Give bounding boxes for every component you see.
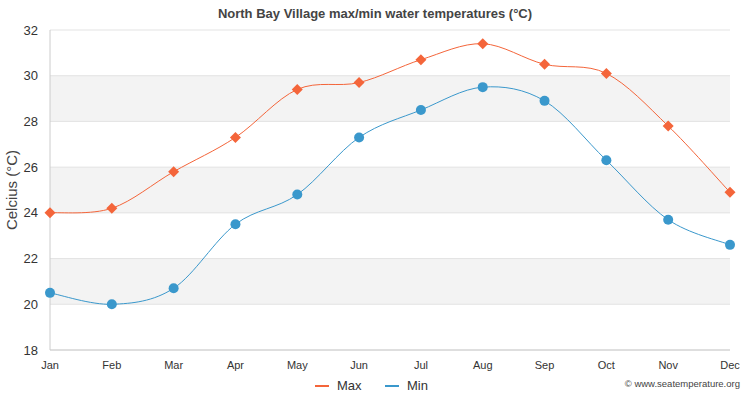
- x-tick-label: Apr: [227, 359, 244, 371]
- grid-band: [50, 76, 730, 122]
- x-tick-label: Sep: [535, 359, 555, 371]
- point-marker: [107, 299, 117, 309]
- x-tick-label: Jan: [41, 359, 59, 371]
- point-marker: [477, 38, 488, 49]
- legend-swatch: [385, 385, 399, 387]
- y-tick-label: 26: [24, 160, 38, 175]
- point-marker: [539, 59, 550, 70]
- plot-group: [45, 38, 736, 309]
- point-marker: [230, 219, 240, 229]
- y-axis-line: [50, 30, 51, 350]
- legend-label: Min: [407, 378, 428, 393]
- grid-band: [50, 259, 730, 305]
- point-marker: [354, 77, 365, 88]
- point-marker: [292, 84, 303, 95]
- grid-band: [50, 167, 730, 213]
- x-tick-label: Mar: [164, 359, 183, 371]
- source-note: © www.seatemperature.org: [625, 378, 740, 389]
- x-tick-label: Oct: [598, 359, 615, 371]
- y-axis-label: Celcius (°C): [3, 150, 20, 230]
- point-marker: [663, 121, 674, 132]
- point-marker: [354, 132, 364, 142]
- legend: Max Min: [315, 378, 428, 393]
- x-tick-label: Aug: [473, 359, 493, 371]
- point-marker: [168, 166, 179, 177]
- chart-svg: 18 20 22 24 26 28 30 32 Jan Feb Mar Apr May Jun Jul Aug…: [0, 0, 750, 400]
- chart-container: 18 20 22 24 26 28 30 32 Jan Feb Mar Apr May Jun Jul Aug…: [0, 0, 750, 400]
- y-tick-label: 18: [24, 343, 38, 358]
- point-marker: [601, 68, 612, 79]
- y-tick-label: 32: [24, 23, 38, 38]
- grid-line: [50, 212, 730, 213]
- point-marker: [540, 96, 550, 106]
- grid-line: [50, 30, 730, 31]
- y-tick-label: 24: [24, 205, 38, 220]
- point-marker: [45, 288, 55, 298]
- point-marker: [725, 187, 736, 198]
- point-marker: [230, 132, 241, 143]
- point-marker: [415, 54, 426, 65]
- point-marker: [416, 105, 426, 115]
- grid-line: [50, 350, 730, 351]
- series-line: [50, 87, 730, 305]
- x-tick-label: May: [287, 359, 308, 371]
- point-marker: [45, 207, 56, 218]
- x-tick-label: Feb: [102, 359, 121, 371]
- chart-title: North Bay Village max/min water temperat…: [218, 6, 532, 21]
- x-tick-label: Jul: [414, 359, 428, 371]
- point-marker: [169, 283, 179, 293]
- y-tick-label: 22: [24, 251, 38, 266]
- point-marker: [478, 82, 488, 92]
- grid-line: [50, 167, 730, 168]
- x-tick-label: Dec: [720, 359, 740, 371]
- legend-swatch: [315, 385, 329, 387]
- y-tick-label: 30: [24, 68, 38, 83]
- x-axis-line: [50, 350, 730, 351]
- point-marker: [292, 190, 302, 200]
- point-marker: [601, 155, 611, 165]
- series-line: [50, 44, 730, 213]
- x-tick-label: Nov: [658, 359, 678, 371]
- grid-line: [50, 304, 730, 305]
- y-tick-label: 28: [24, 114, 38, 129]
- grid-line: [50, 75, 730, 76]
- legend-label: Max: [337, 378, 362, 393]
- point-marker: [725, 240, 735, 250]
- x-tick-label: Jun: [350, 359, 368, 371]
- grid-line: [50, 258, 730, 259]
- point-marker: [663, 215, 673, 225]
- y-tick-label: 20: [24, 297, 38, 312]
- plot-background: [50, 30, 730, 350]
- point-marker: [106, 203, 117, 214]
